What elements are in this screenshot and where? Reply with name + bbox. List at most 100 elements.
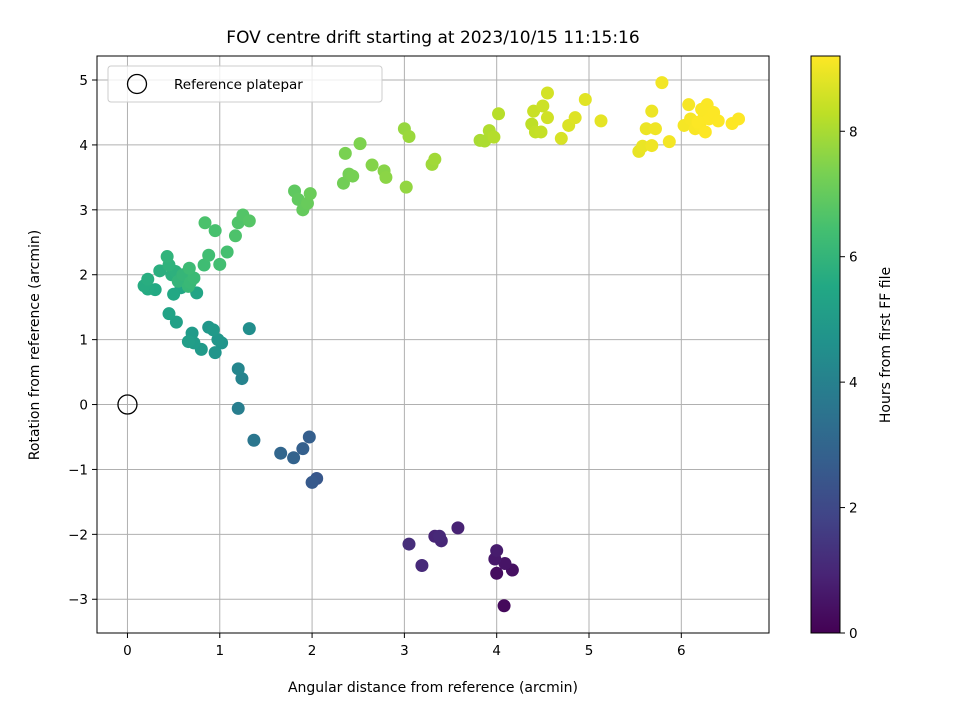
data-point (242, 322, 256, 336)
data-point (302, 430, 316, 444)
x-tick-label: 1 (215, 643, 224, 659)
data-point (498, 557, 512, 571)
x-tick-label: 2 (308, 643, 317, 659)
colorbar (810, 55, 841, 634)
data-point (300, 196, 314, 210)
data-point (162, 307, 176, 321)
colorbar-ticks: 0 2 4 6 8 (840, 124, 858, 642)
data-point (399, 180, 413, 194)
y-tick-label: −3 (68, 592, 88, 608)
data-point (274, 446, 288, 460)
colorbar-tick-label: 6 (849, 250, 858, 266)
legend-label: Reference platepar (174, 77, 303, 93)
data-point (160, 250, 174, 264)
data-point (338, 146, 352, 160)
data-point (682, 98, 696, 112)
data-point (379, 170, 393, 184)
colorbar-tick-label: 4 (849, 375, 858, 391)
colorbar-title: Hours from first FF file (878, 267, 894, 423)
data-point (402, 129, 416, 143)
data-point (428, 152, 442, 166)
data-point (346, 169, 360, 183)
data-point (490, 566, 504, 580)
data-point (534, 125, 548, 139)
data-point (711, 114, 725, 128)
legend-box (107, 65, 383, 103)
data-point (655, 76, 669, 90)
data-point (415, 558, 429, 572)
data-point (220, 245, 234, 259)
data-point (554, 131, 568, 145)
data-point (182, 261, 196, 275)
data-point (296, 442, 310, 456)
data-point (492, 107, 506, 121)
data-point (497, 599, 511, 613)
y-tick-label: 5 (79, 73, 88, 89)
data-point (169, 315, 183, 329)
y-tick-label: −2 (68, 527, 88, 543)
data-point (432, 529, 446, 543)
x-tick-label: 5 (585, 643, 594, 659)
data-point (242, 214, 256, 228)
legend-reference-marker (126, 73, 148, 95)
colorbar-tick-label: 2 (849, 501, 858, 517)
plot-area-frame (96, 55, 770, 634)
x-axis-ticks: 0 1 2 3 4 5 6 (123, 633, 686, 659)
x-tick-label: 6 (677, 643, 686, 659)
data-point (228, 229, 242, 243)
data-point (198, 216, 212, 230)
data-point (208, 346, 222, 360)
data-point (451, 521, 465, 535)
x-axis-title: Angular distance from reference (arcmin) (288, 680, 578, 696)
data-point (578, 92, 592, 106)
data-point (648, 122, 662, 136)
y-tick-label: 1 (79, 333, 88, 349)
data-point (208, 224, 222, 238)
data-point (540, 111, 554, 125)
data-point (303, 187, 317, 201)
data-point (365, 158, 379, 172)
colorbar-tick-label: 0 (849, 626, 858, 642)
x-tick-label: 0 (123, 643, 132, 659)
data-point (568, 111, 582, 125)
y-tick-label: 3 (79, 203, 88, 219)
data-point (167, 287, 181, 301)
data-point (235, 372, 249, 386)
data-point (645, 139, 659, 153)
y-tick-label: 2 (79, 268, 88, 284)
data-point (247, 433, 261, 447)
data-point (639, 122, 653, 136)
x-tick-label: 4 (492, 643, 501, 659)
data-point (487, 130, 501, 144)
data-point (636, 139, 650, 153)
y-tick-label: −1 (68, 462, 88, 478)
y-axis-title: Rotation from reference (arcmin) (27, 230, 43, 460)
legend: Reference platepar (107, 65, 383, 103)
data-point (231, 401, 245, 415)
data-point (695, 102, 709, 116)
data-point (536, 99, 550, 113)
data-point (213, 257, 227, 271)
reference-platepar-marker (117, 394, 138, 415)
data-point (490, 544, 504, 558)
data-point (287, 451, 301, 465)
colorbar-tick-label: 8 (849, 124, 858, 140)
data-points (117, 76, 746, 613)
data-point (305, 475, 319, 489)
grid-lines (97, 56, 769, 633)
data-point (691, 115, 705, 129)
data-point (698, 125, 712, 139)
data-point (594, 114, 608, 128)
y-tick-label: 4 (79, 138, 88, 154)
data-point (202, 248, 216, 262)
data-point (153, 264, 167, 278)
data-point (141, 272, 155, 286)
data-point (353, 137, 367, 151)
data-point (181, 335, 195, 349)
data-point (662, 135, 676, 149)
y-axis-ticks: −3 −2 −1 0 1 2 3 4 5 (68, 73, 97, 608)
data-point (540, 86, 554, 100)
y-tick-label: 0 (79, 398, 88, 414)
data-point (231, 362, 245, 376)
